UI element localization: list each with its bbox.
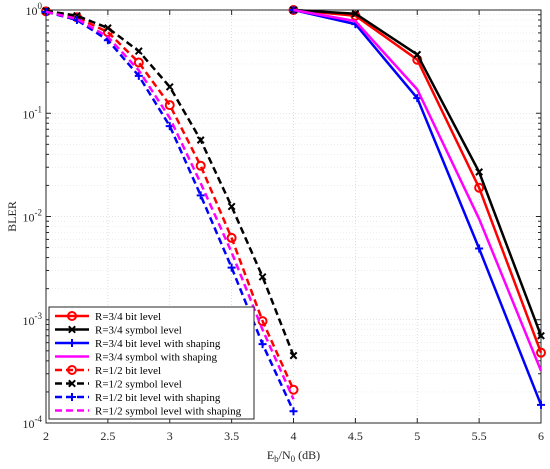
data-point xyxy=(226,232,237,243)
legend-marker xyxy=(67,311,77,321)
x-tick-label: 2 xyxy=(43,429,49,443)
data-point xyxy=(195,160,206,171)
legend-marker xyxy=(68,379,76,388)
x-tick-label: 3.5 xyxy=(224,429,239,443)
x-axis-title: Eb/N0 (dB) xyxy=(267,448,320,464)
y-tick-label: 10-4 xyxy=(23,414,43,431)
data-point xyxy=(103,24,112,32)
data-point xyxy=(475,168,484,176)
legend-marker xyxy=(67,365,77,375)
data-point xyxy=(73,11,81,20)
series-7 xyxy=(45,10,295,400)
x-tick-label: 5.5 xyxy=(472,429,487,443)
x-axis-title-sub1: b xyxy=(274,454,279,464)
series-line xyxy=(45,10,295,391)
legend-label: R=1/2 bit level with shaping xyxy=(95,392,221,404)
legend-label: R=3/4 bit level with shaping xyxy=(95,338,221,350)
legend-item: R=1/2 bit level with shaping xyxy=(55,392,221,404)
series-2 xyxy=(289,6,545,409)
data-point xyxy=(196,136,205,144)
data-point xyxy=(537,331,545,340)
series-line xyxy=(45,10,295,412)
y-tick-label: 10-3 xyxy=(23,311,43,328)
x-axis-title-mid: /N xyxy=(279,448,291,462)
x-tick-label: 4 xyxy=(291,429,297,443)
legend-label: R=1/2 bit level xyxy=(95,365,161,377)
series-1 xyxy=(289,6,545,340)
legend-item: R=3/4 symbol level xyxy=(55,325,182,337)
data-point xyxy=(165,82,174,91)
series-layer xyxy=(41,5,546,416)
y-axis-title: BLER xyxy=(5,201,19,232)
data-point xyxy=(196,191,205,200)
x-tick-label: 3 xyxy=(167,429,173,443)
data-point xyxy=(133,57,144,68)
data-point xyxy=(164,100,175,111)
x-tick-label: 4.5 xyxy=(348,429,363,443)
x-tick-label: 5 xyxy=(414,429,420,443)
y-axis-ticks: 10-4 10-3 10-2 10-1 100 xyxy=(23,1,541,431)
data-point xyxy=(227,263,236,272)
legend-label: R=1/2 symbol level xyxy=(95,379,182,391)
data-point xyxy=(134,71,143,80)
data-point xyxy=(258,272,267,281)
x-tick-label: 2.5 xyxy=(100,429,115,443)
data-point xyxy=(537,400,545,409)
series-line xyxy=(45,9,295,357)
legend-item: R=3/4 bit level with shaping xyxy=(55,338,221,350)
series-line xyxy=(293,8,543,354)
data-point xyxy=(134,47,143,55)
legend-item: R=1/2 symbol level with shaping xyxy=(55,406,242,418)
data-point xyxy=(289,351,298,360)
legend-item: R=1/2 bit level xyxy=(55,365,161,377)
data-point xyxy=(413,94,422,103)
data-point xyxy=(536,347,546,358)
series-line xyxy=(293,8,543,372)
x-axis-title-sub2: 0 xyxy=(291,454,296,464)
data-point xyxy=(258,340,267,349)
series-3 xyxy=(293,8,543,372)
series-line xyxy=(293,8,543,406)
legend-label: R=3/4 symbol with shaping xyxy=(95,352,218,364)
legend-marker xyxy=(68,339,76,347)
legend-item: R=3/4 symbol with shaping xyxy=(55,352,218,364)
x-axis-title-main: E xyxy=(267,448,274,462)
y-tick-label: 10-2 xyxy=(23,208,43,225)
data-point xyxy=(227,202,236,211)
data-point xyxy=(289,407,298,416)
series-4 xyxy=(41,6,299,395)
x-tick-label: 6 xyxy=(538,429,544,443)
series-5 xyxy=(42,6,298,360)
y-tick-label: 10-1 xyxy=(23,104,43,121)
legend-marker xyxy=(68,325,76,334)
legend-label: R=3/4 symbol level xyxy=(95,325,182,337)
x-axis-ticks: 2 2.5 3 3.5 4 4.5 5 5.5 6 xyxy=(43,10,544,443)
data-point xyxy=(288,384,299,395)
legend-box xyxy=(48,306,255,420)
legend-label: R=3/4 bit level xyxy=(95,311,161,323)
data-point xyxy=(474,182,485,193)
data-point xyxy=(413,50,422,59)
data-point xyxy=(475,244,484,253)
x-axis-title-unit: (dB) xyxy=(295,448,320,462)
series-line xyxy=(45,10,295,400)
legend-item: R=3/4 bit level xyxy=(55,311,161,323)
legend-item: R=1/2 symbol level xyxy=(55,379,182,391)
data-point xyxy=(351,9,360,18)
legend-label: R=1/2 symbol level with shaping xyxy=(95,406,242,418)
y-tick-label: 100 xyxy=(26,1,43,18)
legend-marker xyxy=(68,393,76,401)
